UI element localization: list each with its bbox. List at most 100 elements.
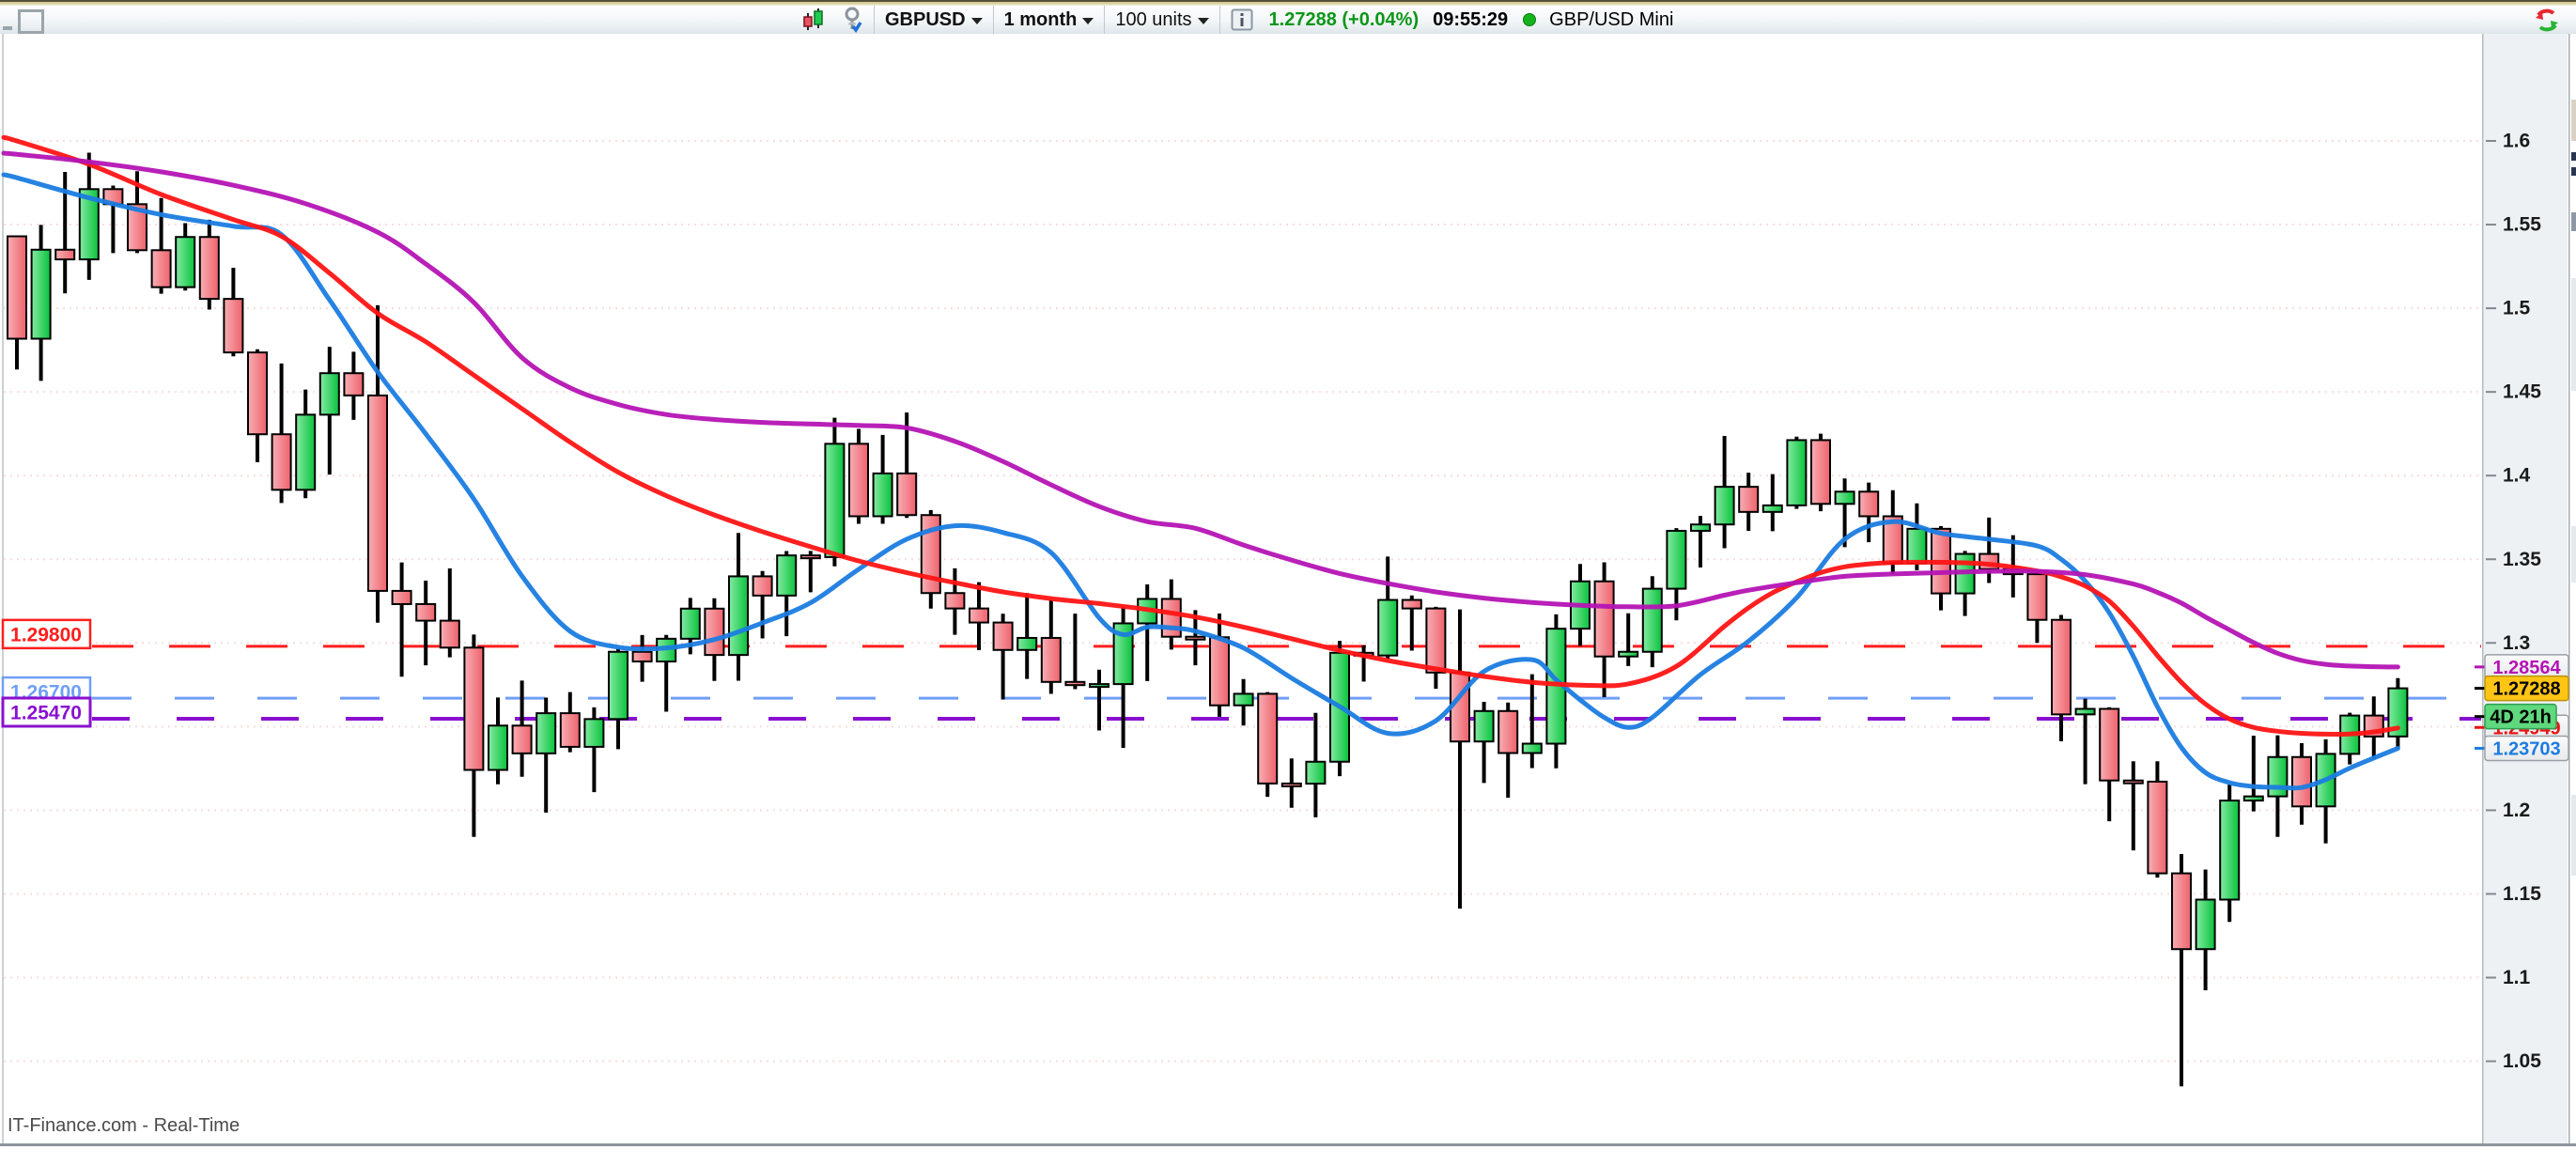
candle[interactable]: [1714, 435, 1735, 549]
candle[interactable]: [799, 551, 821, 593]
ma-medium-line[interactable]: [1, 134, 2400, 737]
candle[interactable]: [175, 223, 196, 291]
candle[interactable]: [2026, 569, 2048, 644]
level-label-box[interactable]: 1.25470: [1, 696, 92, 728]
candle[interactable]: [2051, 614, 2072, 742]
candle[interactable]: [463, 634, 485, 837]
candle[interactable]: [223, 267, 244, 357]
refresh-icon: [2536, 8, 2558, 32]
candle[interactable]: [2291, 742, 2312, 825]
candle[interactable]: [752, 570, 773, 639]
candle[interactable]: [488, 697, 508, 785]
candle[interactable]: [944, 567, 966, 635]
candle[interactable]: [1473, 701, 1495, 784]
candle[interactable]: [1257, 692, 1279, 798]
chart-style-button[interactable]: [799, 6, 830, 34]
candle[interactable]: [343, 351, 365, 420]
candle[interactable]: [247, 349, 268, 462]
pin-icon: [845, 7, 862, 33]
candle[interactable]: [1641, 576, 1663, 668]
candle[interactable]: [1521, 674, 1543, 769]
candle[interactable]: [920, 509, 941, 609]
candle[interactable]: [295, 389, 317, 499]
candle[interactable]: [2195, 869, 2216, 991]
candle[interactable]: [30, 225, 52, 381]
candle[interactable]: [583, 707, 605, 793]
candle[interactable]: [824, 417, 846, 567]
candle[interactable]: [1810, 433, 1831, 512]
candle[interactable]: [2074, 698, 2096, 785]
svg-text:1.2: 1.2: [2503, 800, 2530, 821]
candle[interactable]: [848, 428, 869, 524]
candle[interactable]: [2171, 854, 2192, 1087]
candle[interactable]: [559, 692, 581, 753]
candle[interactable]: [318, 347, 340, 475]
candle[interactable]: [2219, 785, 2241, 923]
candle[interactable]: [2099, 707, 2120, 822]
timeframe-dropdown[interactable]: 1 month: [1001, 6, 1098, 34]
candle[interactable]: [1882, 490, 1903, 575]
candle[interactable]: [1305, 712, 1327, 817]
candle[interactable]: [1089, 669, 1110, 731]
candle[interactable]: [1280, 758, 1302, 808]
candle[interactable]: [535, 697, 557, 813]
candle[interactable]: [1064, 614, 1086, 690]
candle[interactable]: [127, 171, 147, 254]
pin-tool-button[interactable]: [837, 6, 867, 34]
candle[interactable]: [1761, 474, 1783, 532]
candle[interactable]: [271, 363, 292, 504]
symbol-dropdown[interactable]: GBPUSD: [881, 6, 986, 34]
candle[interactable]: [1209, 613, 1230, 717]
ma-slow-line[interactable]: [1, 150, 2400, 670]
candle[interactable]: [439, 568, 460, 658]
price-axis-panel[interactable]: [2483, 34, 2568, 1143]
candle[interactable]: [2147, 761, 2168, 878]
svg-text:1.35: 1.35: [2503, 549, 2541, 570]
level-label-box[interactable]: 1.29800: [1, 618, 92, 650]
candle[interactable]: [1738, 473, 1760, 531]
candle[interactable]: [7, 235, 27, 370]
candle[interactable]: [631, 634, 653, 682]
candle[interactable]: [1786, 436, 1808, 509]
candle[interactable]: [1593, 562, 1615, 698]
candle[interactable]: [1690, 516, 1711, 567]
price-axis[interactable]: 1.051.11.151.21.251.31.351.41.451.51.551…: [2486, 131, 2541, 1073]
candle[interactable]: [969, 582, 989, 650]
candle[interactable]: [2242, 735, 2264, 812]
candle[interactable]: [367, 304, 388, 623]
candle[interactable]: [2387, 677, 2409, 749]
candle[interactable]: [1112, 606, 1134, 748]
candle[interactable]: [1401, 595, 1422, 651]
candle[interactable]: [1425, 606, 1447, 690]
candle[interactable]: [78, 152, 100, 280]
svg-text:1.28564: 1.28564: [2492, 658, 2561, 678]
candle[interactable]: [511, 680, 533, 777]
candle[interactable]: [1834, 478, 1855, 548]
candle[interactable]: [1858, 482, 1880, 543]
candle[interactable]: [198, 219, 220, 310]
candle[interactable]: [2122, 761, 2144, 851]
window-minimize-glyph[interactable]: [3, 26, 12, 30]
candle[interactable]: [608, 648, 628, 750]
candle[interactable]: [1233, 678, 1254, 726]
symbol-label: GBPUSD: [885, 8, 966, 30]
candle[interactable]: [1497, 702, 1519, 799]
price-chart[interactable]: 1.298001.267001.254701.051.11.151.21.251…: [0, 33, 2576, 1150]
candle[interactable]: [415, 581, 437, 666]
price-tag: 1.28564: [2475, 654, 2569, 680]
candle[interactable]: [1377, 556, 1399, 660]
candle[interactable]: [1618, 613, 1639, 666]
window-restore-glyph[interactable]: [18, 9, 44, 34]
candles: [7, 152, 2409, 1087]
refresh-button[interactable]: [2531, 7, 2563, 35]
svg-text:1.45: 1.45: [2503, 381, 2541, 403]
info-button[interactable]: [1227, 6, 1257, 34]
candle[interactable]: [1016, 593, 1038, 679]
quantity-dropdown[interactable]: 100 units: [1111, 6, 1212, 34]
candle[interactable]: [1040, 599, 1062, 694]
candle[interactable]: [872, 434, 893, 524]
candle[interactable]: [391, 562, 412, 677]
candle[interactable]: [992, 614, 1014, 700]
ma-fast-line[interactable]: [1, 172, 2400, 791]
candle[interactable]: [776, 551, 798, 637]
